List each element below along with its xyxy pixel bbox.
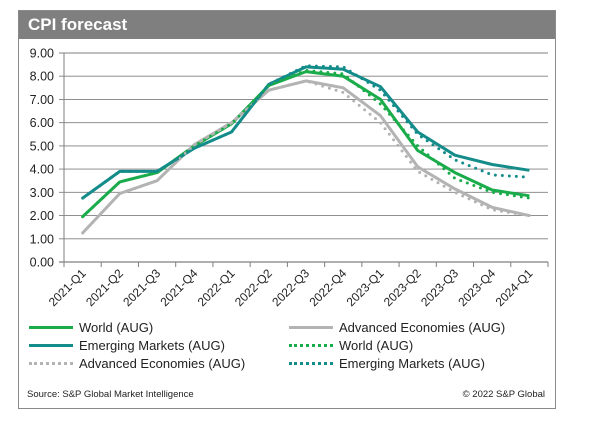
x-tick-label: 2021-Q2 xyxy=(83,266,126,309)
y-tick-label: 0.00 xyxy=(30,256,54,270)
legend-swatch xyxy=(289,361,333,365)
legend-item: Advanced Economies (AUG) xyxy=(289,319,505,335)
x-tick-label: 2023-Q1 xyxy=(344,266,387,309)
y-tick-label: 2.00 xyxy=(30,209,54,223)
x-tick-label: 2021-Q1 xyxy=(46,266,89,309)
series-line-advanced-economies-aug-solid xyxy=(81,79,530,235)
legend-label: Advanced Economies (AUG) xyxy=(339,319,506,335)
legend-label: Advanced Economies (AUG) xyxy=(79,355,246,371)
source-note: Source: S&P Global Market Intelligence xyxy=(27,389,194,400)
copyright-note: © 2022 S&P Global xyxy=(462,389,545,400)
x-tick-label: 2022-Q3 xyxy=(269,266,312,309)
legend-swatch xyxy=(29,343,73,347)
x-tick-label: 2022-Q4 xyxy=(306,266,349,309)
x-tick-label: 2023-Q4 xyxy=(455,266,498,309)
y-tick-label: 6.00 xyxy=(30,116,54,130)
legend-item: World (AUG) xyxy=(29,319,153,335)
legend-label: World (AUG) xyxy=(79,319,154,335)
series-line-emerging-markets-aug-dotted xyxy=(81,64,531,200)
series-line-emerging-markets-aug-solid xyxy=(81,65,530,200)
x-tick-label: 2024-Q1 xyxy=(493,266,536,309)
y-tick-label: 4.00 xyxy=(30,163,54,177)
y-tick-label: 1.00 xyxy=(30,232,54,246)
legend-item: World (AUG) xyxy=(289,337,413,353)
x-tick-label: 2023-Q2 xyxy=(381,266,424,309)
y-tick-label: 9.00 xyxy=(30,47,54,61)
legend-item: Emerging Markets (AUG) xyxy=(289,355,485,371)
legend-item: Advanced Economies (AUG) xyxy=(29,355,245,371)
y-tick-label: 7.00 xyxy=(30,93,54,107)
x-tick-label: 2022-Q2 xyxy=(232,266,275,309)
legend-swatch xyxy=(289,325,333,329)
y-tick-label: 5.00 xyxy=(30,139,54,153)
x-tick-label: 2021-Q4 xyxy=(158,266,201,309)
y-tick-label: 3.00 xyxy=(30,186,54,200)
legend-swatch xyxy=(29,361,73,365)
legend-label: World (AUG) xyxy=(339,337,414,353)
chart-title: CPI forecast xyxy=(28,15,128,34)
legend-swatch xyxy=(29,325,73,329)
legend-item: Emerging Markets (AUG) xyxy=(29,337,225,353)
title-bar: CPI forecast xyxy=(19,11,555,39)
series-line-world-aug-dotted xyxy=(81,68,531,219)
x-tick-label: 2023-Q3 xyxy=(418,266,461,309)
legend-label: Emerging Markets (AUG) xyxy=(339,355,485,371)
x-tick-label: 2021-Q3 xyxy=(120,266,163,309)
x-tick-label: 2022-Q1 xyxy=(195,266,238,309)
legend-label: Emerging Markets (AUG) xyxy=(79,337,225,353)
y-tick-label: 8.00 xyxy=(30,70,54,84)
legend-swatch xyxy=(289,343,333,347)
